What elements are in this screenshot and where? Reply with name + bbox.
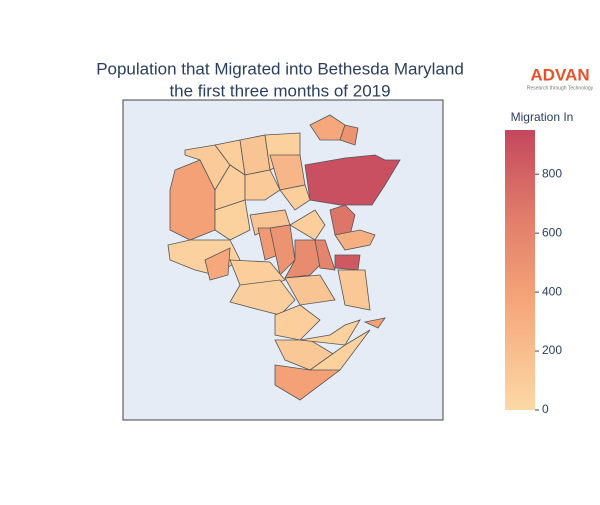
region: [279, 184, 311, 211]
colorbar-tick-label: 0: [542, 402, 549, 416]
colorbar: [505, 130, 535, 410]
region: [274, 304, 321, 341]
region: [204, 247, 231, 281]
region: [214, 199, 251, 241]
region: [334, 254, 361, 271]
colorbar-tick-label: 600: [542, 225, 562, 239]
region: [334, 229, 376, 251]
region: [304, 154, 401, 206]
region: [363, 317, 386, 329]
region: [337, 269, 371, 311]
region: [284, 274, 336, 306]
regions: [167, 114, 401, 401]
colorbar-tick-label: 800: [542, 166, 562, 180]
colorbar-tick-label: 400: [542, 284, 562, 298]
colorbar-title: Migration In: [511, 110, 574, 124]
region: [308, 329, 371, 371]
logo-name: ADVAN: [530, 65, 589, 84]
region: [339, 124, 359, 146]
colorbar-tick-label: 200: [542, 343, 562, 357]
region: [244, 169, 281, 201]
region: [289, 209, 326, 241]
logo-tagline: Research through Technology: [527, 85, 594, 91]
region: [314, 239, 336, 271]
region: [329, 204, 356, 236]
title-line: the first three months of 2019: [169, 81, 390, 100]
region: [299, 319, 361, 346]
title-line: Population that Migrated into Bethesda M…: [96, 59, 464, 78]
